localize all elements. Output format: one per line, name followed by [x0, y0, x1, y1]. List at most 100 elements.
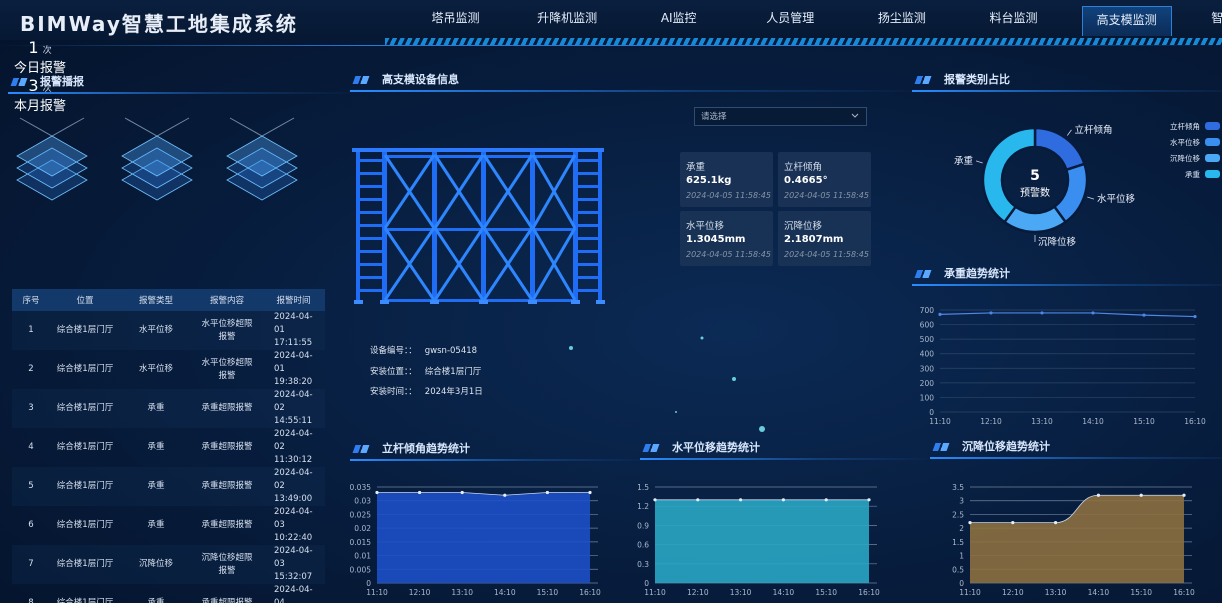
table-cell: 水平位移超限报警 [201, 357, 253, 381]
series-line [377, 492, 590, 496]
nav-tab[interactable]: 升降机监测 [537, 11, 598, 25]
brace [433, 154, 485, 229]
icon-layer [226, 147, 298, 189]
table-cell: 2024-04-02 13:49:00 [262, 467, 325, 506]
table-cell: 综合楼1层门厅 [50, 545, 120, 584]
section-title: 立杆倾角趋势统计 [350, 441, 652, 461]
info-label: 设备编号： [370, 346, 409, 356]
stat-value: 1 [28, 38, 39, 57]
x-tick-label: 16:10 [1184, 417, 1206, 426]
section-title: 报警播报 [8, 74, 362, 94]
y-tick-label: 1.5 [637, 483, 649, 492]
nav-tab[interactable]: 人员管理 [766, 11, 815, 25]
y-tick-label: 1.5 [952, 538, 964, 547]
table-row: 3 综合楼1层门厅 承重 承重超限报警 2024-04-02 14:55:11 [12, 389, 325, 428]
icon-chevron [124, 117, 190, 137]
legend-swatch [1205, 122, 1220, 130]
info-separator: ： [408, 387, 417, 397]
nav-tab[interactable]: 扬尘监测 [877, 11, 926, 25]
icon-layer [121, 135, 193, 177]
legend-label: 立杆倾角 [1170, 121, 1200, 131]
area-chart: 0 0.3 0.6 0.9 1.2 1.5 11:10 12:10 13:10 14:10 15:1… [637, 483, 880, 597]
slice-label: 立杆倾角 [1074, 124, 1112, 136]
leader-line [1087, 196, 1095, 200]
ladder-rung [573, 263, 602, 266]
reading-time: 2024-04-05 11:58:45 [686, 250, 771, 259]
foot [596, 300, 605, 304]
x-tick-label: 11:10 [959, 588, 981, 597]
icon-layer [16, 159, 88, 201]
data-point [696, 498, 700, 502]
section-title: 高支模设备信息 [350, 72, 927, 92]
info-label: 安装时间： [370, 387, 409, 397]
data-point [989, 311, 993, 315]
reading-time: 2024-04-05 11:58:45 [784, 250, 869, 259]
table-cell: 5 [12, 467, 50, 506]
reading-name: 承重 [686, 162, 706, 173]
legend-label: 水平位移 [1170, 137, 1200, 147]
y-tick-label: 0.3 [637, 560, 649, 569]
nav-tab[interactable]: 料台监测 [989, 11, 1038, 25]
table-cell: 水平位移 [120, 311, 192, 350]
x-tick-label: 14:10 [494, 588, 516, 597]
table-cell: 承重 [147, 598, 165, 603]
beam [382, 155, 578, 158]
y-tick-label: 0.025 [350, 510, 372, 519]
ladder-rung [573, 224, 602, 227]
y-tick-label: 3 [959, 497, 964, 506]
table-cell: 2024-04-01 17:11:55 [262, 311, 325, 350]
reading-value: 1.3045mm [686, 234, 746, 245]
icon-layer [121, 159, 193, 201]
data-point [968, 521, 972, 525]
particle [675, 411, 677, 413]
data-point [1096, 493, 1100, 497]
top-beam [352, 148, 604, 152]
device-select[interactable]: 请选择 [694, 107, 867, 126]
brace [482, 154, 534, 229]
particle [732, 377, 736, 381]
reading-value: 2.1807mm [784, 234, 844, 245]
ladder-rung [356, 237, 386, 240]
y-tick-label: 1 [959, 552, 964, 561]
data-point [739, 498, 743, 502]
ladder-rung [573, 250, 602, 253]
table-cell: 2024-04-03 10:22:40 [274, 507, 313, 543]
table-cell: 水平位移超限报警 [192, 311, 262, 350]
x-tick-label: 11:10 [366, 588, 388, 597]
area-chart: 0 0.005 0.01 0.015 0.02 0.025 0.03 0.035 11:10 12… [350, 483, 602, 597]
y-tick-label: 500 [920, 335, 935, 344]
table-header-cell: 报警时间 [262, 289, 325, 311]
y-tick-label: 0.02 [354, 524, 371, 533]
data-point [781, 498, 785, 502]
ladder-rung [356, 211, 386, 214]
area [970, 495, 1184, 583]
info-label: 安装位置： [370, 366, 409, 377]
nav-tab[interactable]: AI监控 [660, 11, 697, 25]
info-row: 安装位置：： 综合楼1层门厅 [370, 365, 481, 377]
reading-value: 0.4665° [784, 175, 828, 186]
data-point [1193, 314, 1197, 319]
foot [380, 300, 389, 304]
foot [479, 300, 488, 304]
data-point [1040, 311, 1044, 315]
pie-center-value: 5 [1030, 168, 1040, 184]
table-cell: 承重 [147, 442, 165, 452]
nav-tab[interactable]: 高支模监测 [1081, 6, 1172, 36]
leader-line [1067, 129, 1072, 136]
ladder-rung [573, 172, 602, 175]
x-tick-label: 12:10 [409, 588, 431, 597]
section-title: 承重趋势统计 [912, 266, 1222, 286]
data-point [1054, 521, 1058, 525]
nav-tab[interactable]: 塔吊监测 [431, 11, 480, 25]
ladder-rung [356, 289, 386, 292]
table-cell: 承重 [120, 467, 192, 506]
table-row: 6 综合楼1层门厅 承重 承重超限报警 2024-04-03 10:22:40 [12, 506, 325, 545]
section-title: 水平位移趋势统计 [640, 440, 937, 460]
x-tick-label: 13:10 [1045, 588, 1067, 597]
nav-tab[interactable]: 智 [1211, 11, 1222, 25]
y-tick-label: 3.5 [952, 483, 964, 492]
data-point [1139, 493, 1143, 497]
icon-chevron [19, 117, 85, 137]
x-tick-label: 16:10 [579, 588, 601, 597]
ladder-rung [356, 263, 386, 266]
